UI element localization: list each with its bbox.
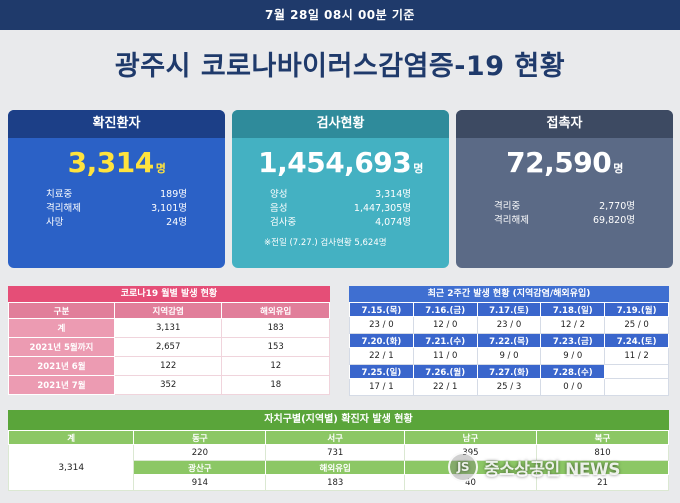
- date-cell: 7.22.(목): [476, 333, 542, 348]
- stat-row: 음성 1,447,305명: [270, 203, 411, 214]
- table-header: 동구: [133, 430, 267, 445]
- date-cell: 7.15.(목): [349, 302, 414, 317]
- table-row: 2021년 7월 352 18: [8, 375, 330, 395]
- page-title: 광주시 코로나바이러스감염증-19 현황: [114, 51, 566, 82]
- date-cell: 7.19.(월): [604, 302, 669, 317]
- stat-row: 치료중 189명: [46, 189, 187, 200]
- stat-row: 검사중 4,074명: [270, 217, 411, 228]
- table-row: 2021년 6월 122 12: [8, 356, 330, 376]
- recent-caption: 최근 2주간 발생 현황 (지역감염/해외유입): [349, 286, 669, 302]
- monthly-panel: 코로나19 월별 발생 현황 구분 지역감염 해외유입 계 3,131 183 …: [8, 286, 330, 395]
- table-header: 광산구: [133, 460, 267, 475]
- stat-row: 격리중 2,770명: [494, 201, 635, 212]
- recent-panel: 최근 2주간 발생 현황 (지역감염/해외유입) 7.15.(목) 7.16.(…: [349, 286, 669, 396]
- district-table: 계 동구 서구 남구 북구 3,314 220 731 395 810 광산구 …: [7, 430, 670, 491]
- contacts-card-label: 접촉자: [456, 110, 673, 138]
- date-cell: 7.20.(화): [349, 333, 414, 348]
- tests-total: 1,454,693 명: [258, 146, 423, 179]
- table-header: 남구: [403, 430, 537, 445]
- table-row: 22 / 1 11 / 0 9 / 0 9 / 0 11 / 2: [349, 347, 669, 365]
- stat-row: 양성 3,314명: [270, 189, 411, 200]
- recent-table: 7.15.(목) 7.16.(금) 7.17.(토) 7.18.(일) 7.19…: [349, 302, 669, 396]
- date-cell: 7.17.(토): [476, 302, 542, 317]
- tests-card: 검사현황 1,454,693 명 양성 3,314명 음성 1,447,305명 검사…: [232, 110, 449, 268]
- date-cell: 7.24.(토): [604, 333, 669, 348]
- district-panel: 자치구별(지역별) 확진자 발생 현황 계 동구 서구 남구 북구 3,314 …: [7, 410, 670, 491]
- district-total: 3,314: [7, 444, 135, 491]
- table-header: 북구: [535, 430, 670, 445]
- stat-row: 사망 24명: [46, 217, 187, 228]
- date-cell: 7.23.(금): [540, 333, 606, 348]
- empty-cell: [604, 364, 669, 379]
- news-logo-icon: JS: [448, 452, 478, 482]
- contacts-card: 접촉자 72,590 명 격리중 2,770명 격리해제 69,820명: [456, 110, 673, 268]
- confirmed-total: 3,314 명: [67, 146, 166, 179]
- date-cell: 7.25.(일): [349, 364, 414, 379]
- contacts-total: 72,590 명: [506, 146, 623, 179]
- confirmed-card-label: 확진환자: [8, 110, 225, 138]
- table-header: 지역감염: [113, 302, 223, 319]
- monthly-caption: 코로나19 월별 발생 현황: [8, 286, 330, 302]
- table-header: 해외유입: [265, 460, 405, 475]
- table-header: [535, 460, 670, 475]
- table-row: 23 / 0 12 / 0 23 / 0 12 / 2 25 / 0: [349, 316, 669, 334]
- confirmed-card: 확진환자 3,314 명 치료중 189명 격리해제 3,101명 사망 24명: [8, 110, 225, 268]
- monthly-table: 구분 지역감염 해외유입 계 3,131 183 2021년 5월까지 2,65…: [8, 302, 330, 395]
- stat-row: 격리해제 3,101명: [46, 203, 187, 214]
- table-header: 계: [7, 430, 135, 445]
- date-banner: 7월 28일 08시 00분 기준: [0, 0, 680, 30]
- district-caption: 자치구별(지역별) 확진자 발생 현황: [8, 410, 669, 430]
- news-watermark: JS 중소상공인 NEWS: [448, 452, 620, 482]
- table-header: 구분: [8, 302, 115, 319]
- table-header: 서구: [265, 430, 405, 445]
- table-header: 해외유입: [221, 302, 330, 319]
- date-cell: 7.16.(금): [412, 302, 478, 317]
- table-row: 914 183 40 21: [9, 474, 670, 491]
- empty-cell: [604, 378, 669, 396]
- date-cell: 7.21.(수): [412, 333, 478, 348]
- tests-note: ※전일 (7.27.) 검사현황 5,624명: [264, 238, 387, 248]
- tests-card-label: 검사현황: [232, 110, 449, 138]
- date-cell: 7.18.(일): [540, 302, 606, 317]
- table-row: 계 3,131 183: [8, 318, 330, 338]
- date-cell: 7.26.(월): [412, 364, 478, 379]
- table-row: 2021년 5월까지 2,657 153: [8, 337, 330, 357]
- stat-row: 격리해제 69,820명: [494, 215, 635, 226]
- date-cell: 7.27.(화): [476, 364, 542, 379]
- table-row: 17 / 1 22 / 1 25 / 3 0 / 0: [349, 378, 669, 396]
- date-cell: 7.28.(수): [540, 364, 606, 379]
